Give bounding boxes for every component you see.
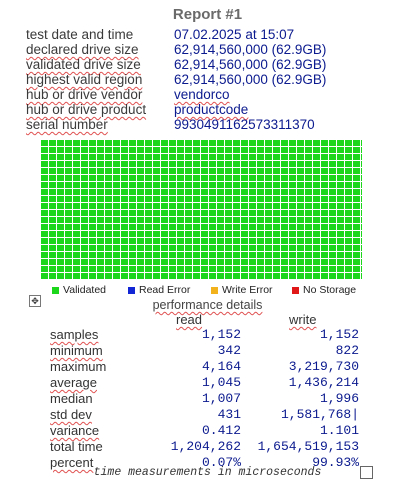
- info-value: 07.02.2025 at 15:07: [174, 27, 295, 42]
- info-row-validated-size: validated drive size 62,914,560,000 (62.…: [26, 57, 396, 72]
- info-row-date: test date and time 07.02.2025 at 15:07: [26, 27, 396, 42]
- row-label: variance: [50, 423, 100, 438]
- info-value: 9930491162573311370: [174, 117, 315, 132]
- write-value: 1,996: [319, 391, 359, 406]
- read-value: 1,007: [201, 391, 241, 406]
- write-value: 1,152: [319, 327, 359, 342]
- table-row: maximum 4,164 3,219,730: [0, 359, 415, 375]
- write-value: 1,654,519,153: [257, 439, 359, 454]
- info-row-vendor: hub or drive vendor vendorco: [26, 87, 396, 102]
- info-value: 62,914,560,000 (62.9GB): [174, 42, 327, 57]
- table-row: median 1,007 1,996: [0, 391, 415, 407]
- legend-swatch: [128, 287, 135, 294]
- info-value: 62,914,560,000 (62.9GB): [174, 72, 327, 87]
- read-value: 0.412: [201, 423, 241, 438]
- info-value: productcode: [174, 102, 249, 117]
- read-value: 1,152: [201, 327, 241, 342]
- legend-swatch: [292, 287, 299, 294]
- legend-label: Validated: [63, 284, 107, 296]
- table-row: samples 1,152 1,152: [0, 327, 415, 343]
- write-value: 822: [335, 343, 359, 358]
- write-value: 3,219,730: [288, 359, 359, 374]
- footnote: time measurements in microseconds: [93, 466, 322, 479]
- info-label: highest valid region: [26, 72, 143, 87]
- report-title: Report #1: [172, 6, 243, 23]
- info-label: validated drive size: [26, 57, 141, 72]
- read-value: 1,204,262: [170, 439, 241, 454]
- performance-title: performance details: [152, 298, 263, 312]
- table-row: percent 0.07% 99.93%: [0, 455, 415, 471]
- row-label: minimum: [50, 343, 103, 358]
- write-value: 1,436,214: [288, 375, 359, 390]
- write-column-header: write: [289, 312, 317, 327]
- row-label: median: [50, 391, 93, 406]
- table-row: total time 1,204,262 1,654,519,153: [0, 439, 415, 455]
- read-value: 342: [217, 343, 241, 358]
- info-row-product: hub or drive product productcode: [26, 102, 396, 117]
- table-row: variance 0.412 1.101: [0, 423, 415, 439]
- info-label: hub or drive vendor: [26, 87, 143, 102]
- info-row-declared-size: declared drive size 62,914,560,000 (62.9…: [26, 42, 396, 57]
- info-value: 62,914,560,000 (62.9GB): [174, 57, 327, 72]
- legend-swatch: [52, 287, 59, 294]
- info-label: hub or drive product: [26, 102, 147, 117]
- row-label: average: [50, 375, 97, 390]
- row-label: samples: [50, 327, 99, 342]
- read-value: 0.07%: [201, 455, 241, 470]
- legend: Validated Read Error Write Error No Stor…: [40, 284, 370, 297]
- info-row-serial: serial number 9930491162573311370: [26, 117, 396, 132]
- write-value: 99.93%: [312, 455, 359, 470]
- legend-label: No Storage: [303, 284, 357, 296]
- info-label: declared drive size: [26, 42, 139, 57]
- drive-info: test date and time 07.02.2025 at 15:07 d…: [26, 27, 396, 132]
- info-label: test date and time: [26, 27, 134, 42]
- legend-label: Read Error: [139, 284, 191, 296]
- read-value: 4,164: [201, 359, 241, 374]
- table-row: std dev 431 1,581,768|: [0, 407, 415, 423]
- region-map-grid: [40, 139, 362, 279]
- row-label: percent: [50, 455, 94, 470]
- legend-swatch: [211, 287, 218, 294]
- row-label: maximum: [50, 359, 107, 374]
- write-value: 1.101: [319, 423, 359, 438]
- checkbox-icon[interactable]: [360, 466, 373, 479]
- move-handle-icon[interactable]: ✥: [29, 295, 41, 307]
- performance-table: samples 1,152 1,152 minimum 342 822 maxi…: [0, 327, 415, 471]
- table-row: average 1,045 1,436,214: [0, 375, 415, 391]
- row-label: total time: [50, 439, 103, 454]
- read-value: 431: [217, 407, 241, 422]
- legend-label: Write Error: [222, 284, 273, 296]
- read-value: 1,045: [201, 375, 241, 390]
- info-row-highest-region: highest valid region 62,914,560,000 (62.…: [26, 72, 396, 87]
- info-label: serial number: [26, 117, 108, 132]
- row-label: std dev: [50, 407, 92, 422]
- write-value: 1,581,768|: [280, 407, 359, 422]
- table-row: minimum 342 822: [0, 343, 415, 359]
- read-column-header: read: [176, 312, 203, 327]
- info-value: vendorco: [174, 87, 230, 102]
